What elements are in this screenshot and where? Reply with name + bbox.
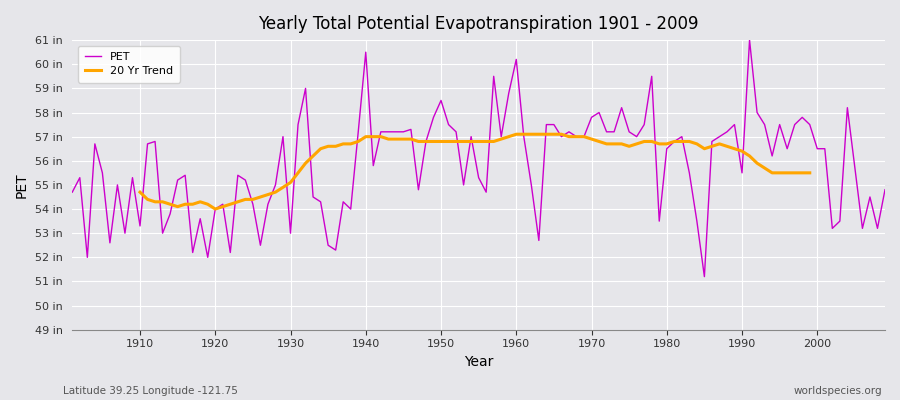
Line: PET: PET [72,40,885,277]
PET [699,274,710,279]
PET [879,187,890,192]
PET [601,130,612,134]
Text: Latitude 39.25 Longitude -121.75: Latitude 39.25 Longitude -121.75 [63,386,238,396]
20 Yr Trend [135,190,146,194]
20 Yr Trend [210,207,220,212]
20 Yr Trend [346,142,356,146]
20 Yr Trend [805,170,815,175]
Title: Yearly Total Potential Evapotranspiration 1901 - 2009: Yearly Total Potential Evapotranspiratio… [258,15,699,33]
20 Yr Trend [616,142,627,146]
PET [127,175,138,180]
Legend: PET, 20 Yr Trend: PET, 20 Yr Trend [77,46,180,82]
X-axis label: Year: Year [464,355,493,369]
20 Yr Trend [511,132,522,137]
20 Yr Trend [232,200,243,204]
PET [744,38,755,42]
PET [67,190,77,194]
Text: worldspecies.org: worldspecies.org [794,386,882,396]
Y-axis label: PET: PET [15,172,29,198]
Line: 20 Yr Trend: 20 Yr Trend [140,134,810,209]
20 Yr Trend [706,144,717,149]
20 Yr Trend [789,170,800,175]
PET [338,200,348,204]
PET [503,91,514,96]
PET [511,57,522,62]
PET [292,122,303,127]
20 Yr Trend [722,144,733,149]
